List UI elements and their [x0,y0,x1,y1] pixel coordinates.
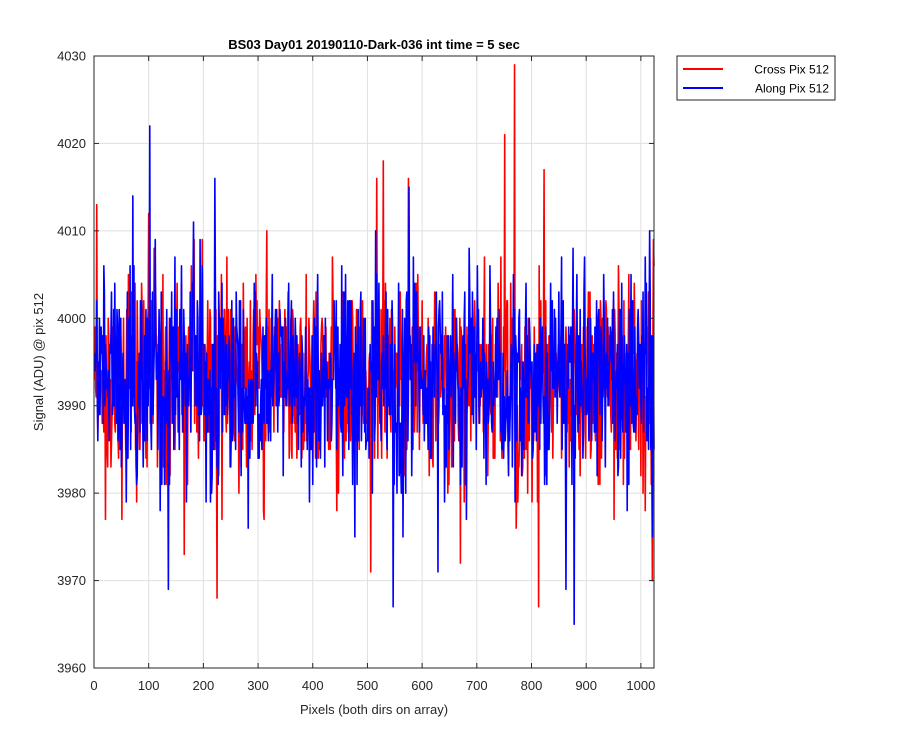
y-tick-label: 3990 [57,398,86,413]
y-tick-label: 4020 [57,136,86,151]
x-axis-label: Pixels (both dirs on array) [300,702,448,717]
x-tick-label: 600 [411,678,433,693]
y-tick-label: 3970 [57,573,86,588]
x-tick-label: 900 [575,678,597,693]
chart-title: BS03 Day01 20190110-Dark-036 int time = … [228,37,520,52]
axes-box [93,55,655,669]
series-line-2 [93,125,655,626]
x-tick-label: 700 [466,678,488,693]
x-tick-label: 1000 [626,678,655,693]
legend-box [676,55,836,101]
legend-label-1: Cross Pix 512 [754,63,829,77]
y-tick-label: 3960 [57,661,86,676]
y-axis-label: Signal (ADU) @ pix 512 [31,293,46,431]
x-tick-label: 300 [247,678,269,693]
y-tick-label: 4030 [57,49,86,64]
x-tick-label: 200 [193,678,215,693]
y-tick-label: 4010 [57,223,86,238]
legend: Cross Pix 512 Along Pix 512 [676,55,836,101]
x-tick-label: 500 [357,678,379,693]
legend-label-2: Along Pix 512 [755,82,829,96]
series-layer [93,63,655,626]
x-tick-label: 800 [521,678,543,693]
y-tick-label: 4000 [57,311,86,326]
x-tick-label: 100 [138,678,160,693]
y-tick-label: 3980 [57,486,86,501]
ticks: 0 100 200 300 400 500 600 700 800 900 1000 3960 3970… [57,49,655,694]
x-tick-label: 400 [302,678,324,693]
x-tick-label: 0 [90,678,97,693]
